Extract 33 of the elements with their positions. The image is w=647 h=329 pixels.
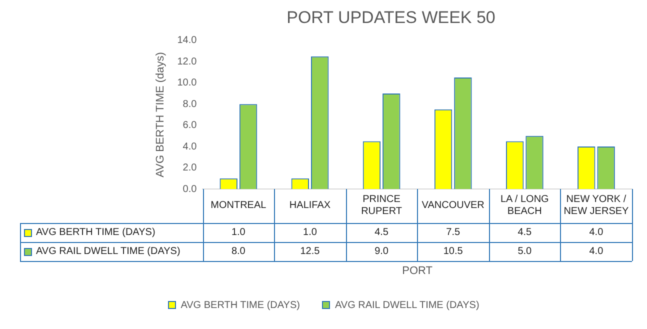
y-axis-title: AVG BERTH TIME (days): [154, 52, 167, 178]
y-tick-label: 14.0: [177, 35, 198, 46]
x-axis-title: PORT: [402, 265, 433, 277]
legend-label: AVG RAIL DWELL TIME (DAYS): [36, 246, 180, 258]
y-tick-label: 8.0: [182, 98, 198, 110]
x-tick-label: NEW YORK / NEW JERSEY: [562, 193, 630, 219]
data-label: 8.0: [230, 244, 246, 258]
data-label: 12.5: [299, 244, 321, 258]
text: AVG BERTH TIME (DAYS): [180, 300, 300, 311]
data-label: 7.5: [445, 226, 462, 240]
data-label: 4.0: [588, 244, 604, 258]
y-tick-label: 12.0: [177, 56, 198, 68]
y-tick-label: 4.0: [182, 141, 198, 152]
chart-title: PORT UPDATES WEEK 50: [286, 8, 496, 27]
x-tick-label: LA / LONG BEACH: [499, 193, 550, 219]
x-tick-label: MONTREAL: [210, 199, 268, 213]
x-tick-label: VANCOUVER: [420, 199, 486, 213]
x-tick-label: HALIFAX: [288, 199, 332, 213]
text: AVG RAIL DWELL TIME (DAYS): [334, 300, 480, 311]
data-label: 1.0: [230, 226, 246, 240]
y-tick-label: 2.0: [182, 162, 198, 174]
data-label: 9.0: [374, 244, 390, 258]
data-label: 4.0: [588, 226, 604, 240]
legend-label: AVG BERTH TIME (DAYS): [36, 226, 156, 238]
data-label: 1.0: [302, 226, 318, 240]
data-label: 4.5: [516, 226, 533, 240]
y-tick-label: 6.0: [182, 120, 198, 132]
y-tick-label: 0.0: [182, 184, 198, 195]
data-label: 4.5: [374, 226, 390, 240]
data-label: 10.5: [442, 244, 464, 258]
x-tick-label: PRINCE RUPERT: [360, 193, 403, 219]
y-tick-label: 10.0: [177, 78, 198, 89]
data-label: 5.0: [516, 244, 533, 258]
